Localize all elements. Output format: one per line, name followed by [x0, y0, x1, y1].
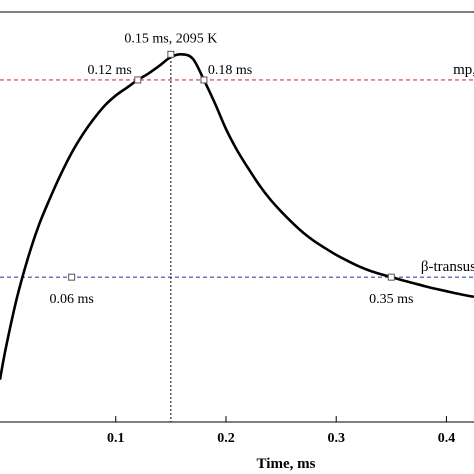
x-tick-label: 0.2: [217, 431, 235, 446]
annotation-marker: [167, 50, 175, 58]
temperature-curve: [0, 52, 474, 380]
annotation-marker: [200, 76, 208, 84]
annotation-marker: [387, 273, 395, 281]
annotation-marker: [68, 273, 76, 281]
annotation-label: 0.15 ms, 2095 K: [124, 31, 217, 46]
annotation-label: 0.06 ms: [49, 292, 93, 307]
x-tick-label: 0.1: [107, 431, 125, 446]
annotation-label: 0.18 ms: [208, 63, 252, 78]
x-tick-label: 0.3: [327, 431, 345, 446]
annotation-label: 0.35 ms: [369, 292, 413, 307]
annotation-marker: [134, 76, 142, 84]
reference-line-label: mp,: [453, 62, 474, 78]
plot-frame: [0, 11, 474, 423]
reference-line-label: β-transus: [421, 259, 474, 275]
annotation-label: 0.12 ms: [87, 63, 131, 78]
x-tick-label: 0.4: [438, 431, 456, 446]
x-axis-label: Time, ms: [257, 456, 316, 472]
